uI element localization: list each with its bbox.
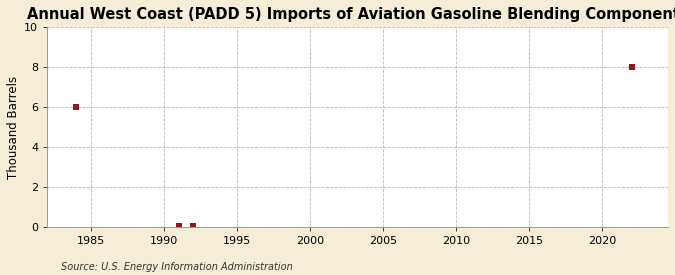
Text: Source: U.S. Energy Information Administration: Source: U.S. Energy Information Administ… bbox=[61, 262, 292, 272]
Y-axis label: Thousand Barrels: Thousand Barrels bbox=[7, 76, 20, 179]
Title: Annual West Coast (PADD 5) Imports of Aviation Gasoline Blending Components: Annual West Coast (PADD 5) Imports of Av… bbox=[27, 7, 675, 22]
